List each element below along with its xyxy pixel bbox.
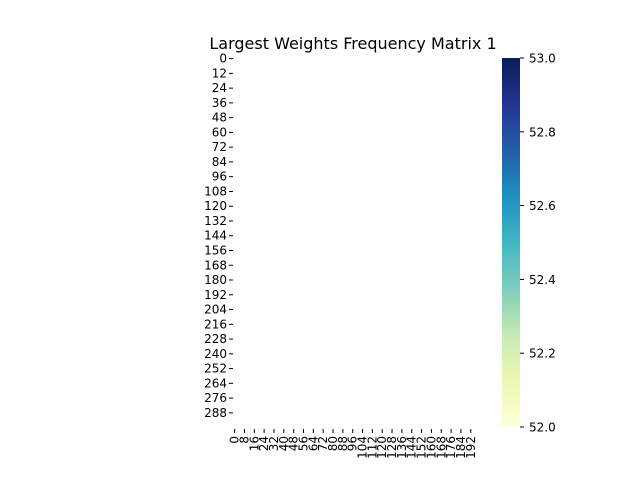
y-tick-label: 144 xyxy=(204,229,227,243)
y-tick-label: 36 xyxy=(212,96,227,110)
x-tick-label: 144 xyxy=(405,436,419,459)
x-tick-label: 160 xyxy=(424,436,438,459)
y-tick-label: 108 xyxy=(204,184,227,198)
x-tick-label: 176 xyxy=(444,436,458,459)
colorbar-tick-label: 52.8 xyxy=(529,125,556,139)
chart-title: Largest Weights Frequency Matrix 1 xyxy=(209,34,496,53)
x-tick-label: 24 xyxy=(257,436,271,451)
y-tick-label: 24 xyxy=(212,81,227,95)
y-tick-label: 180 xyxy=(204,273,227,287)
y-tick-label: 228 xyxy=(204,332,227,346)
x-tick-label: 80 xyxy=(326,436,340,451)
x-tick-label: 96 xyxy=(346,436,360,451)
x-tick-label: 152 xyxy=(415,436,429,459)
y-tick-label: 264 xyxy=(204,376,227,390)
x-tick-label: 64 xyxy=(306,436,320,451)
x-axis: 0816243240485664728088961041121201281361… xyxy=(228,429,478,459)
x-tick-label: 136 xyxy=(395,436,409,459)
x-tick-label: 40 xyxy=(277,436,291,451)
colorbar-tick-label: 52.6 xyxy=(529,199,556,213)
x-tick-label: 32 xyxy=(267,436,281,451)
x-tick-label: 128 xyxy=(385,436,399,459)
y-tick-label: 48 xyxy=(212,111,227,125)
x-tick-label: 56 xyxy=(296,436,310,451)
y-tick-label: 72 xyxy=(212,140,227,154)
x-tick-label: 104 xyxy=(356,436,370,459)
y-tick-label: 276 xyxy=(204,391,227,405)
colorbar xyxy=(502,58,520,427)
y-tick-label: 84 xyxy=(212,155,227,169)
x-tick-label: 184 xyxy=(454,436,468,459)
y-tick-label: 120 xyxy=(204,199,227,213)
x-tick-label: 0 xyxy=(228,436,242,444)
y-tick-label: 288 xyxy=(204,406,227,420)
x-tick-label: 8 xyxy=(237,436,251,444)
colorbar-tick-label: 52.4 xyxy=(529,273,556,287)
y-tick-label: 252 xyxy=(204,362,227,376)
colorbar-tick-label: 52.2 xyxy=(529,347,556,361)
y-tick-label: 12 xyxy=(212,66,227,80)
x-tick-label: 192 xyxy=(464,436,478,459)
x-tick-label: 48 xyxy=(287,436,301,451)
y-tick-label: 96 xyxy=(212,170,227,184)
y-tick-label: 156 xyxy=(204,243,227,257)
y-tick-label: 0 xyxy=(219,52,227,66)
y-tick-label: 240 xyxy=(204,347,227,361)
y-tick-label: 216 xyxy=(204,317,227,331)
x-tick-label: 72 xyxy=(316,436,330,451)
x-tick-label: 112 xyxy=(365,436,379,459)
x-tick-label: 168 xyxy=(434,436,448,459)
y-tick-label: 168 xyxy=(204,258,227,272)
y-tick-label: 192 xyxy=(204,288,227,302)
y-tick-label: 132 xyxy=(204,214,227,228)
x-tick-label: 88 xyxy=(336,436,350,451)
colorbar-tick-label: 52.0 xyxy=(529,421,556,435)
x-tick-label: 120 xyxy=(375,436,389,459)
x-tick-label: 16 xyxy=(247,436,261,451)
colorbar-axis: 52.0 52.2 52.4 52.6 52.8 53.0 xyxy=(520,52,556,435)
y-tick-label: 60 xyxy=(212,125,227,139)
y-tick-label: 204 xyxy=(204,303,227,317)
y-axis: 0122436486072849610812013214415616818019… xyxy=(204,52,233,420)
colorbar-tick-label: 53.0 xyxy=(529,52,556,66)
heatmap-plot-area xyxy=(234,58,484,428)
